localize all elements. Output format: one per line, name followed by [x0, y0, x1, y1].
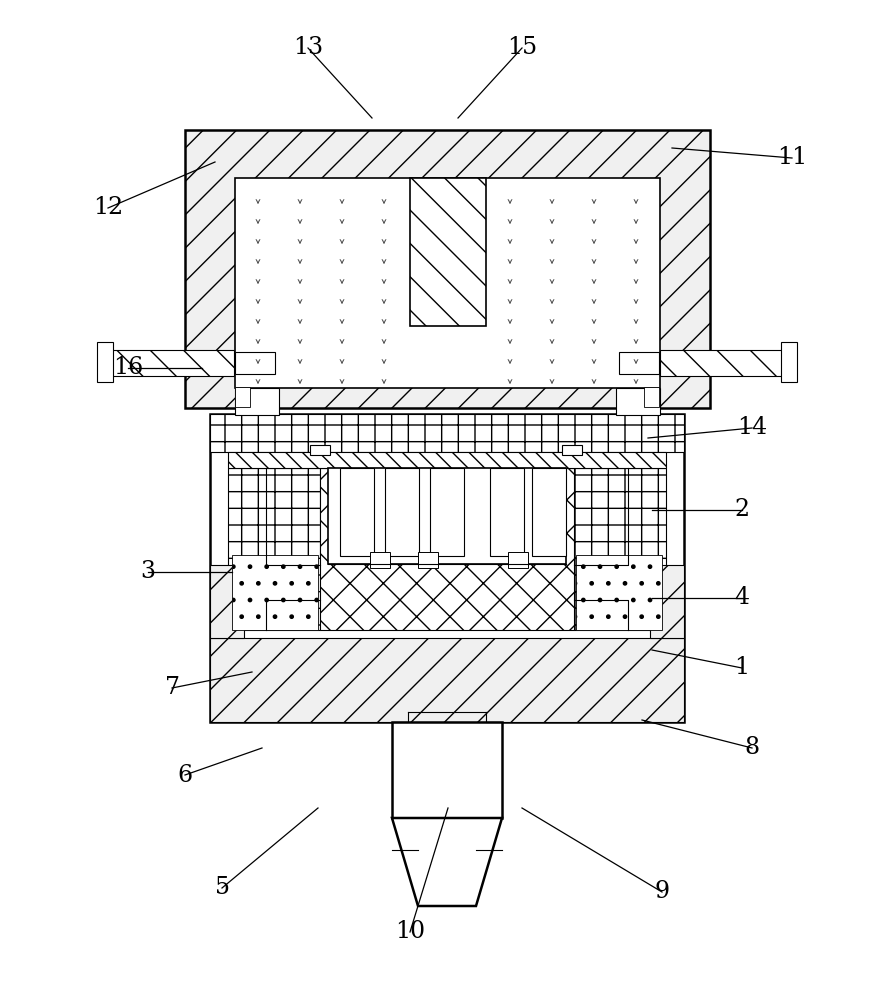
Text: 12: 12 [93, 196, 123, 220]
Bar [97, 342, 113, 382]
Bar [340, 468, 374, 556]
Bar [370, 552, 390, 568]
Bar [660, 350, 786, 376]
Bar [490, 468, 524, 556]
Bar [781, 342, 797, 382]
Text: 11: 11 [777, 146, 807, 169]
Bar [576, 555, 662, 630]
Bar [108, 350, 234, 376]
Text: 2: 2 [735, 498, 750, 522]
Bar [228, 452, 666, 468]
Text: 8: 8 [745, 736, 760, 760]
Text: 7: 7 [165, 676, 179, 700]
Bar [310, 445, 330, 455]
Bar [508, 552, 528, 568]
Text: 4: 4 [735, 586, 750, 609]
Bar [210, 565, 244, 638]
Text: 3: 3 [141, 560, 156, 584]
Bar [532, 468, 566, 556]
Bar [562, 445, 582, 455]
Bar [228, 468, 320, 630]
Bar [392, 722, 502, 818]
Text: 1: 1 [735, 656, 750, 680]
Bar [430, 468, 464, 556]
Text: 15: 15 [507, 36, 537, 60]
Bar [650, 565, 684, 638]
Text: 14: 14 [737, 416, 767, 440]
Bar [235, 388, 279, 415]
Text: 16: 16 [113, 357, 143, 379]
Bar [619, 352, 659, 374]
Bar [385, 468, 419, 556]
Bar [235, 352, 275, 374]
Bar [210, 638, 684, 722]
Bar [616, 388, 660, 415]
Bar [210, 414, 684, 452]
Bar [185, 130, 710, 408]
Bar [232, 555, 318, 630]
Text: 6: 6 [177, 764, 193, 786]
Text: 10: 10 [395, 920, 425, 944]
Bar [644, 387, 659, 407]
Text: 13: 13 [293, 36, 323, 60]
Bar [210, 414, 684, 722]
Bar [418, 552, 438, 568]
Text: 9: 9 [654, 880, 669, 904]
Bar [574, 468, 666, 630]
Text: 5: 5 [214, 876, 229, 900]
Bar [410, 178, 486, 326]
Bar [235, 178, 660, 388]
Polygon shape [392, 818, 502, 906]
Bar [235, 387, 250, 407]
Bar [328, 468, 566, 564]
Bar [320, 468, 574, 630]
